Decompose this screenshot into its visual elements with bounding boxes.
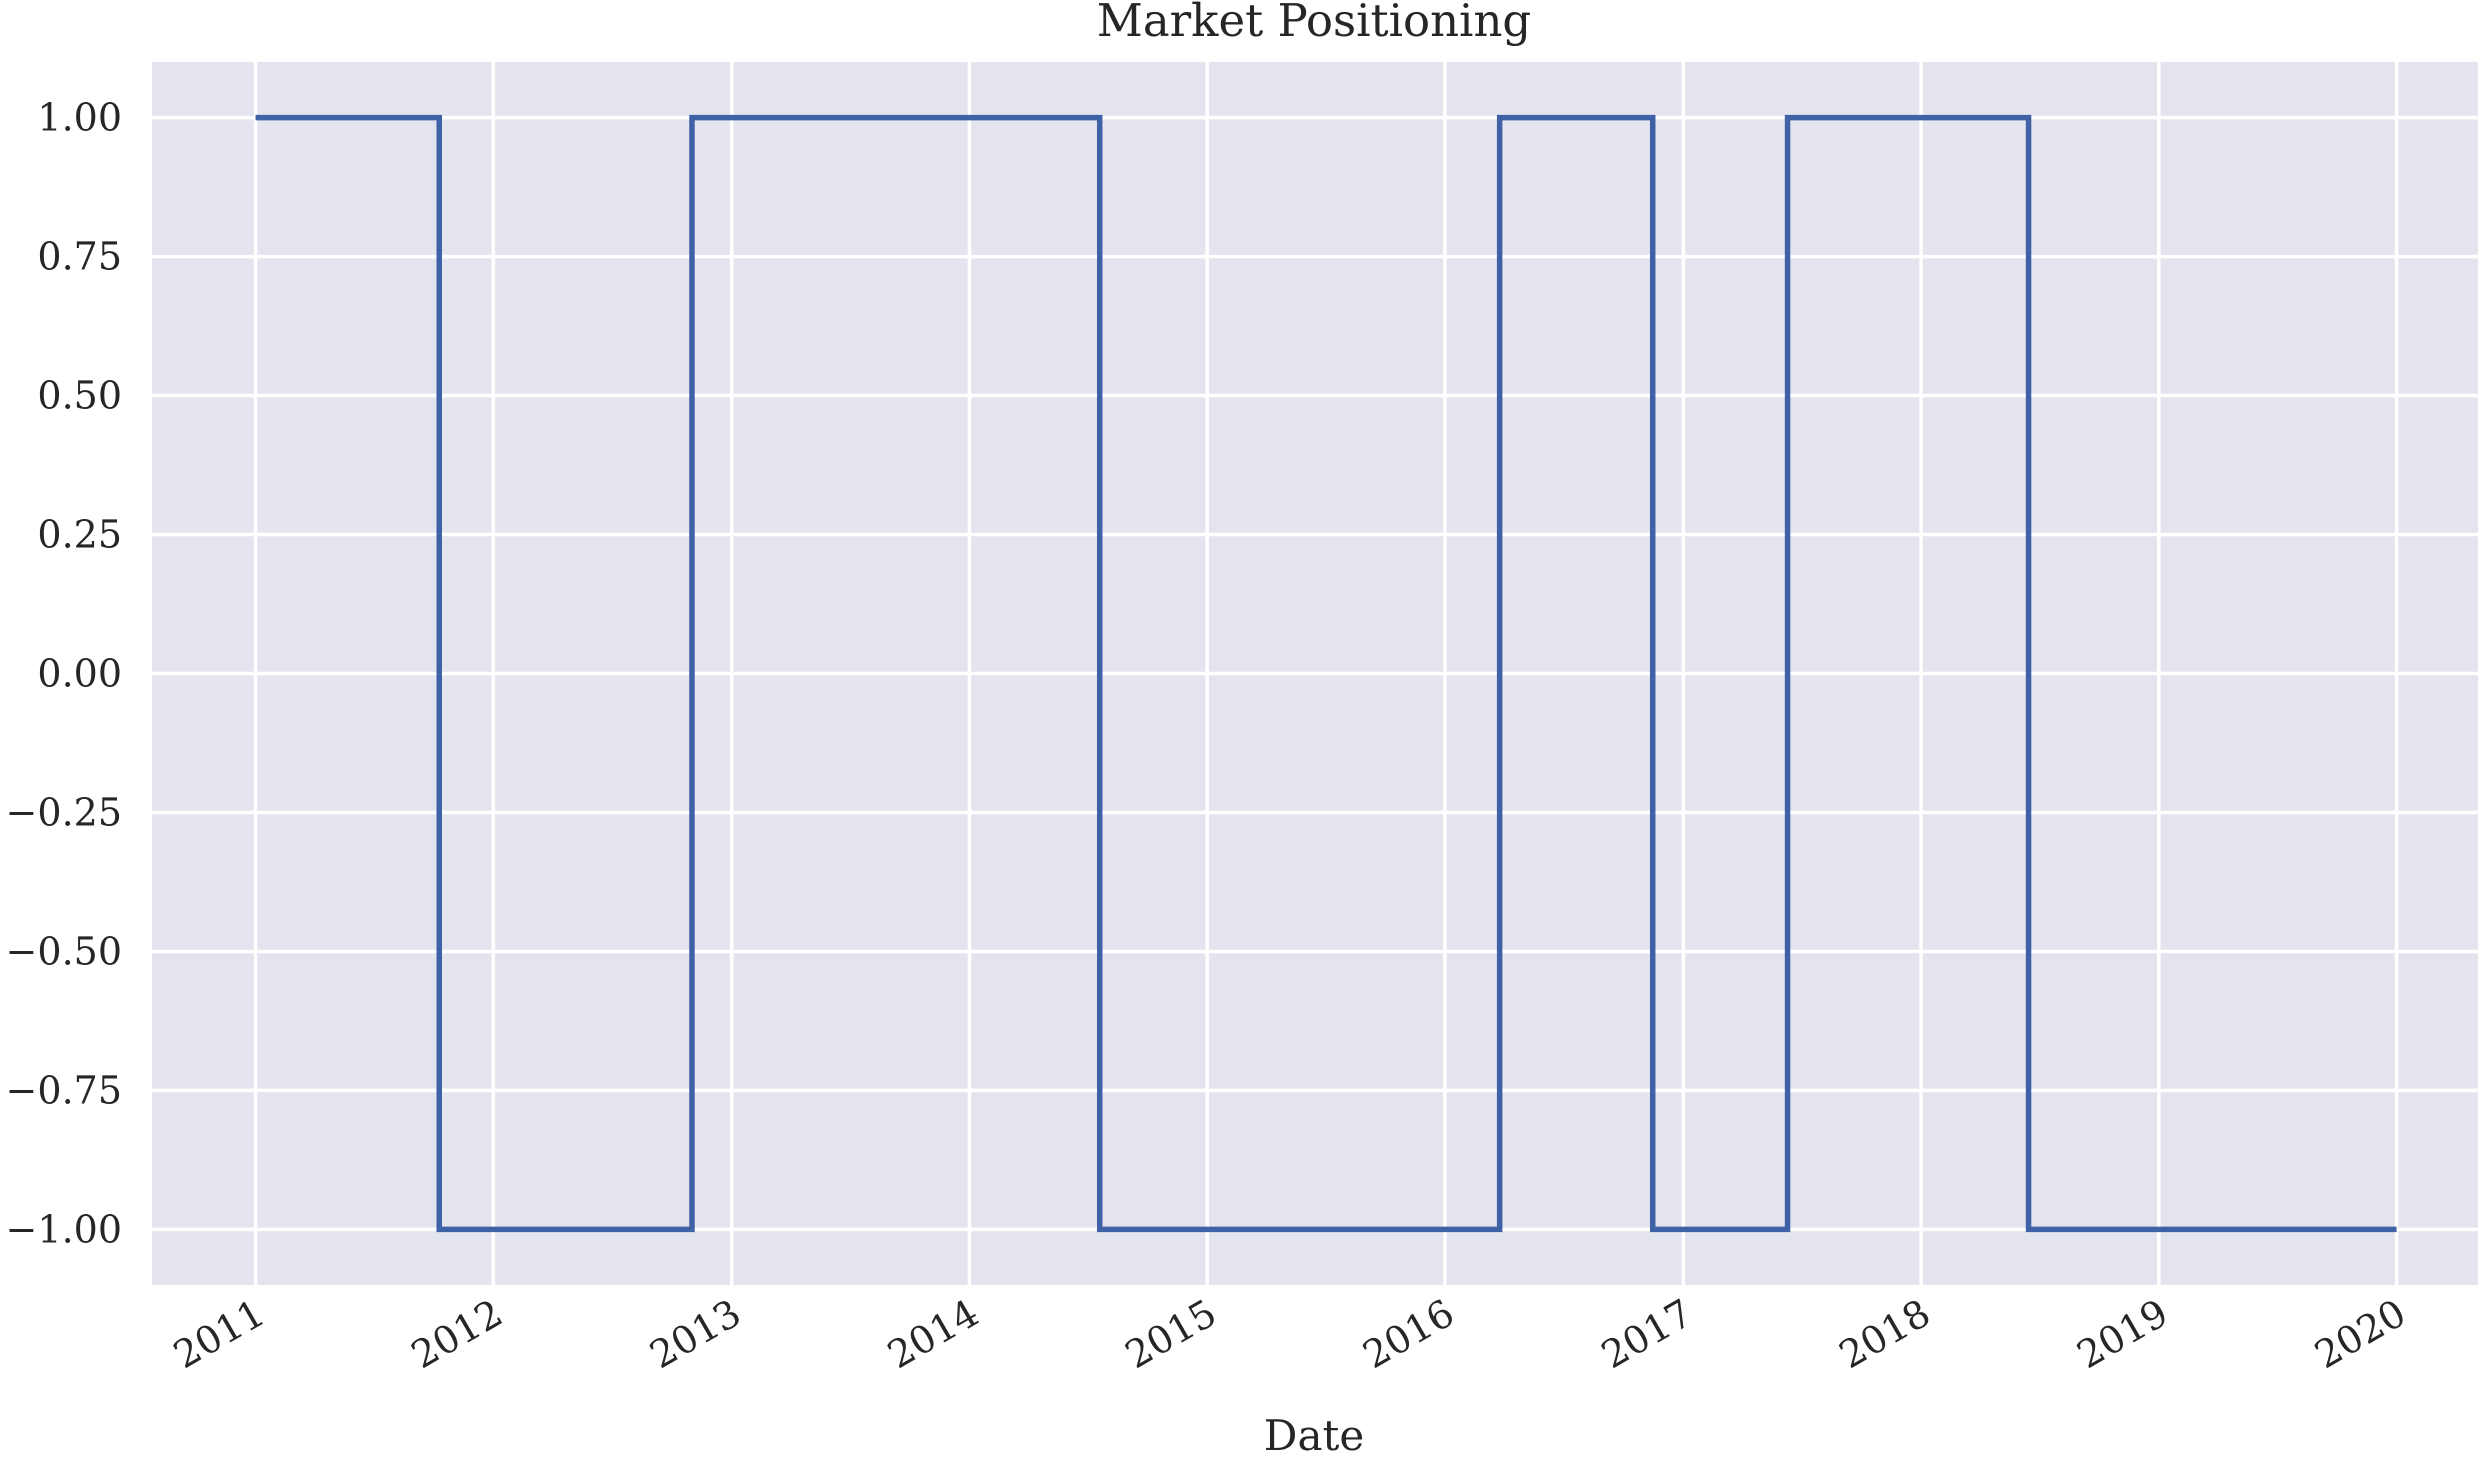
series-layer (255, 114, 2397, 1233)
x-axis-label: Date (1264, 1411, 1364, 1458)
y-tick-label: −1.00 (6, 1207, 122, 1251)
chart-title: Market Positioning (1097, 0, 1531, 47)
y-tick-label: 0.25 (37, 513, 122, 557)
y-tick-label: −0.50 (6, 929, 122, 973)
y-tick-label: −0.25 (6, 790, 122, 834)
y-tick-label: 1.00 (37, 96, 122, 140)
grid-lines (152, 62, 2478, 1285)
y-tick-label: 0.50 (37, 374, 122, 418)
y-tick-labels: 1.00 0.75 0.50 0.25 0.00 −0.25 −0.50 −0.75 −1.00 (6, 96, 122, 1252)
position-series-line (255, 114, 2397, 1233)
y-tick-label: 0.00 (37, 652, 122, 696)
y-tick-label: 0.75 (37, 235, 122, 279)
y-tick-label: −0.75 (6, 1068, 122, 1112)
